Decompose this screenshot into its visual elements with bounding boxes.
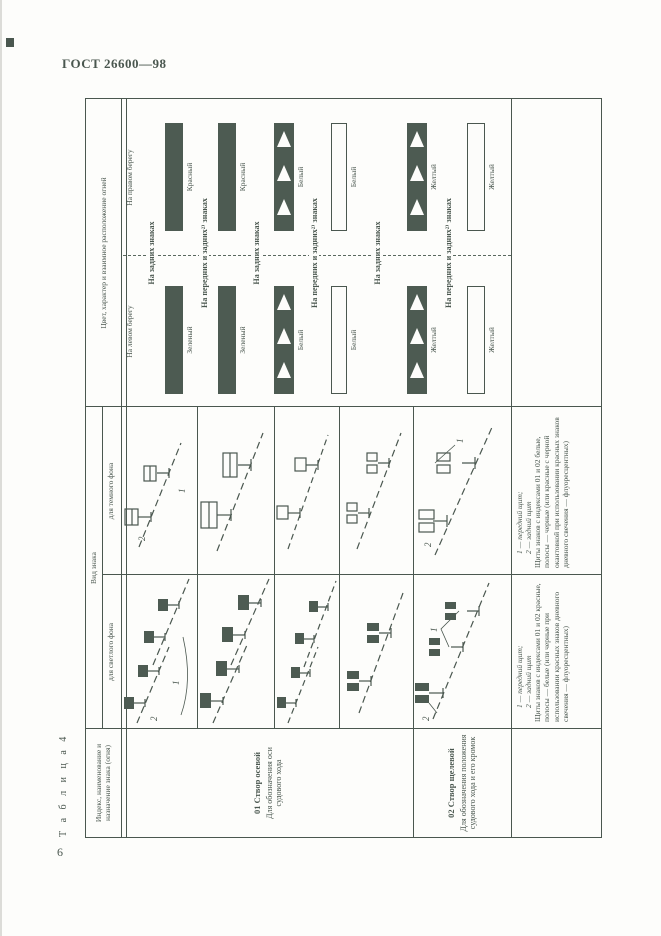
doc-header: ГОСТ 26600—98 (62, 56, 167, 71)
footnote-note: Щиты знаков с индексами 01 и 02 белые, п… (533, 417, 570, 568)
table-caption: Т а б л и ц а 4 (58, 733, 69, 837)
rear-board-label: 2 (423, 542, 433, 547)
axis-leading-sign-drawing-dark-bg (346, 432, 402, 550)
axis-leading-sign-drawing-light-bg (277, 580, 337, 724)
light-bar-white-constant (331, 286, 347, 394)
header-index-column: Индекс, наименование и назначение знака … (94, 743, 112, 823)
light-bar-white-constant (331, 123, 347, 231)
caption-front-rear-signs: На передних и задних²⁾ знаках (309, 194, 319, 312)
light-color-label: Зеленый (238, 326, 247, 354)
light-color-label: Белый (349, 329, 358, 351)
rear-board-label: 2 (421, 716, 431, 721)
row-01-title: 01 Створ осевой (252, 751, 263, 815)
row-02-header: 02 Створ щелевой Для обозначения положен… (415, 730, 509, 836)
light-color-label: Красный (238, 162, 247, 192)
front-board-label: 1 (455, 439, 465, 444)
light-bar-red-constant (218, 123, 236, 231)
light-color-label: Белый (349, 166, 358, 188)
page-number: 6 (57, 845, 63, 859)
caption-rear-signs: На задних знаках (252, 217, 261, 289)
header-lights-column: Цвет, характер и взаимное расположение о… (98, 177, 108, 329)
front-board-label: 1 (429, 628, 439, 633)
legend-front-board: 1 — передний щит; (515, 645, 524, 708)
light-color-label: Желтый (429, 164, 438, 190)
slot-leading-sign-drawing-dark-bg: 2 1 (418, 424, 494, 556)
table-4: Индекс, наименование и назначение знака … (85, 98, 602, 838)
light-color-label: Белый (296, 166, 305, 188)
axis-leading-sign-drawing-dark-bg: 2 1 (124, 442, 187, 548)
caption-front-rear-signs: На передних и задних²⁾ знаках (199, 194, 209, 312)
axis-leading-sign-drawing-dark-bg (276, 434, 329, 550)
caption-rear-signs: На задних знаках (373, 217, 382, 289)
bank-left-label: На левом берегу (125, 305, 134, 358)
light-color-label: Желтый (487, 164, 496, 190)
front-board-label: 1 (177, 489, 187, 494)
scan-artifact (6, 38, 14, 47)
footnote-note: Щиты знаков с индексами 01 и 02 красные,… (533, 583, 570, 722)
light-color-label: Красный (185, 162, 194, 192)
header-sign-view: Вид знака (88, 552, 98, 584)
axis-leading-sign-drawing-light-bg (200, 578, 270, 724)
lights-area: На левом берегу На правом берегу На задн… (123, 99, 511, 407)
light-color-label: Зеленый (185, 326, 194, 354)
row-02-purpose: Для обозначения положения судового хода … (458, 734, 478, 832)
light-bar-yellow-constant (467, 286, 485, 394)
caption-front-rear-signs: На передних и задних²⁾ знаках (443, 194, 453, 312)
header-dark-background: для темного фона (106, 462, 116, 520)
legend-rear-board: 2 — задний щит (524, 501, 534, 554)
light-bar-green-constant (218, 286, 236, 394)
row-01-purpose: Для обозначения оси судового хода (264, 747, 284, 819)
light-bar-yellow-flashing (407, 286, 427, 394)
light-color-label: Желтый (429, 327, 438, 353)
row-01-header: 01 Створ осевой Для обозначения оси судо… (125, 730, 411, 836)
light-bar-yellow-flashing (407, 123, 427, 231)
axis-leading-sign-drawing-dark-bg (200, 432, 264, 552)
light-bar-green-constant (165, 286, 183, 394)
rear-board-label: 2 (137, 536, 147, 541)
header-light-background: для светлого фона (106, 622, 116, 682)
front-board-label: 1 (171, 681, 181, 686)
legend-rear-board: 2 — задний щит (524, 655, 534, 708)
caption-rear-signs: На задних знаках (147, 217, 156, 289)
slot-leading-sign-drawing-light-bg: 2 1 (415, 582, 490, 721)
light-bar-white-flashing (274, 123, 294, 231)
legend-front-board: 1 — передний щит; (515, 491, 524, 554)
light-bar-yellow-constant (467, 123, 485, 231)
row-02-title: 02 Створ щелевой (446, 748, 457, 818)
footnote-dark-bg: 1 — передний щит; 2 — задний щит Щиты зн… (511, 407, 601, 575)
light-bar-white-flashing (274, 286, 294, 394)
light-bar-red-constant (165, 123, 183, 231)
light-color-label: Белый (296, 329, 305, 351)
light-color-label: Желтый (487, 327, 496, 353)
axis-leading-sign-drawing-light-bg (347, 592, 404, 714)
rear-board-label: 2 (149, 716, 159, 721)
footnote-light-bg: 1 — передний щит; 2 — задний щит Щиты зн… (511, 575, 601, 729)
bank-right-label: На правом берегу (125, 149, 134, 206)
axis-leading-sign-drawing-light-bg: 2 1 (124, 578, 190, 724)
